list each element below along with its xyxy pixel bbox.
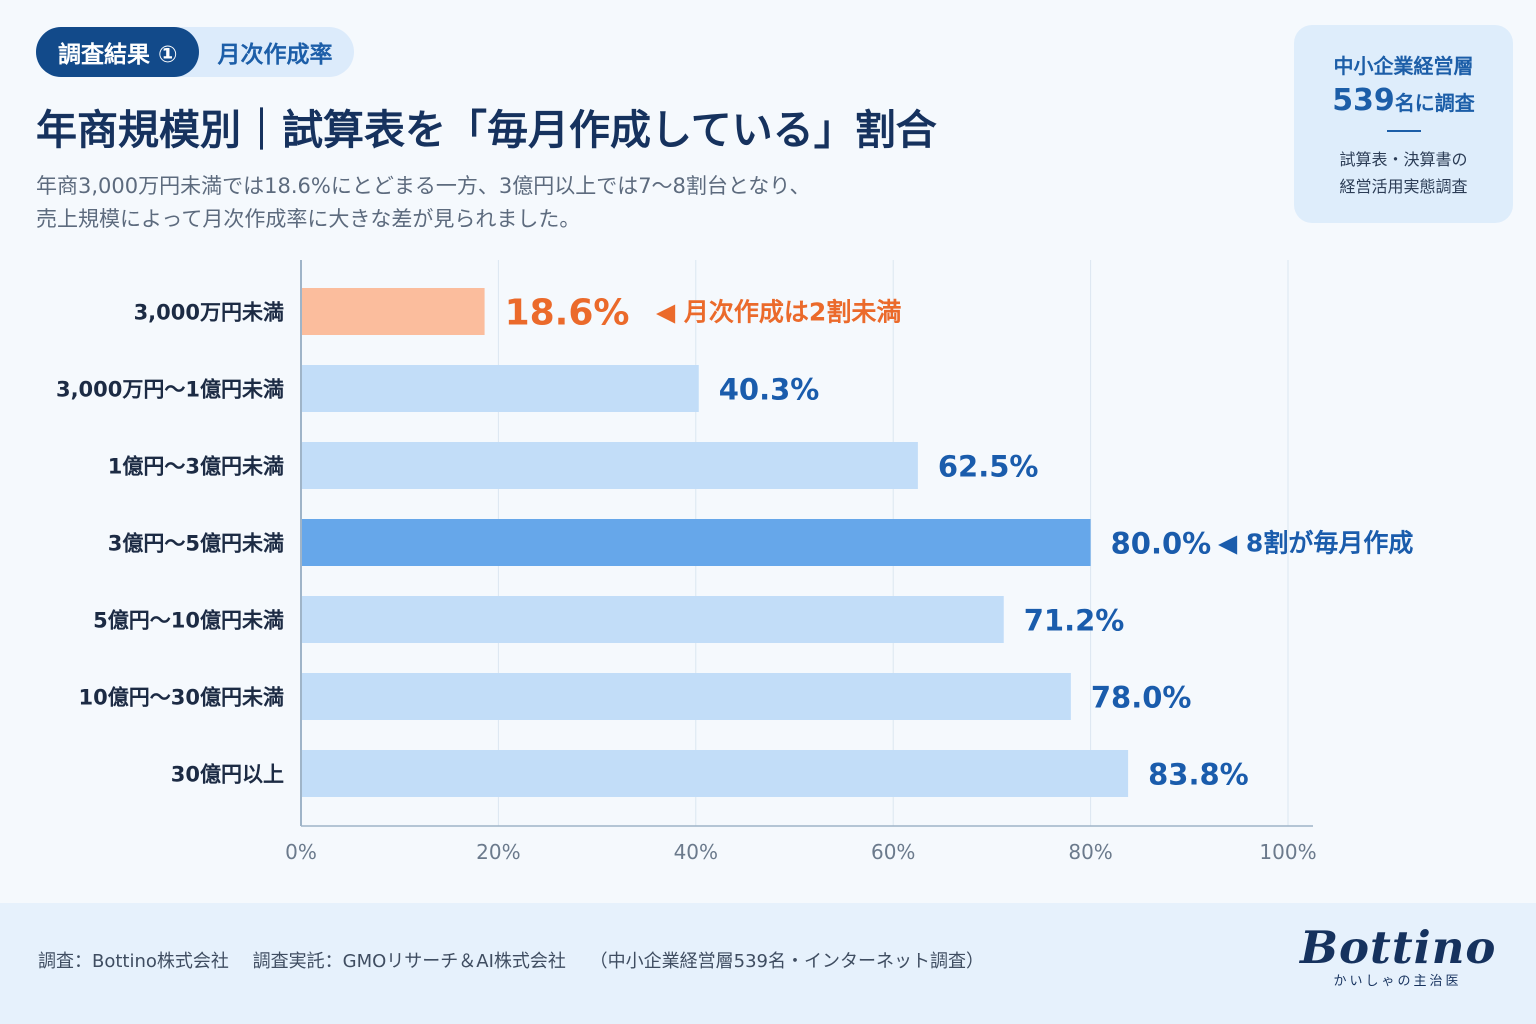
category-label: 3億円〜5億円未満 [108, 532, 284, 556]
x-tick-label: 60% [871, 840, 915, 864]
logo-wordmark: Bottino [1300, 921, 1497, 974]
category-label: 30億円以上 [171, 763, 284, 787]
data-label: 80.0% [1111, 527, 1212, 561]
x-tick-label: 100% [1259, 840, 1316, 864]
survey-count-suffix: 名に調査 [1394, 91, 1475, 115]
category-label: 3,000万円〜1億円未満 [56, 378, 284, 402]
bar [302, 673, 1071, 720]
survey-info-card: 中小企業経営層 539名に調査 試算表・決算書の 経営活用実態調査 [1294, 25, 1513, 223]
badge-label: 調査結果 ① [36, 27, 200, 77]
data-label: 71.2% [1024, 604, 1125, 638]
page-title: 年商規模別｜試算表を「毎月作成している」割合 [36, 106, 937, 154]
page-subtitle: 年商3,000万円未満では18.6%にとどまる一方、3億円以上では7〜8割台とな… [36, 170, 810, 236]
bar [302, 750, 1129, 797]
bar [302, 596, 1004, 643]
footer: 調査：Bottino株式会社 調査実託：GMOリサーチ＆AI株式会社 （中小企業… [0, 903, 1536, 1024]
category-label: 10億円〜30億円未満 [79, 686, 284, 710]
x-tick-label: 20% [476, 840, 520, 864]
bar [302, 365, 699, 412]
x-tick-label: 80% [1068, 840, 1112, 864]
data-label: 83.8% [1148, 758, 1249, 792]
footer-survey: 調査：Bottino株式会社 [38, 951, 229, 972]
footer-contractor: 調査実託：GMOリサーチ＆AI株式会社 [252, 951, 566, 972]
survey-target: 中小企業経営層 [1333, 54, 1474, 78]
annotation-note: ◀ 月次作成は2割未満 [656, 298, 901, 327]
logo-tagline: かいしゃの主治医 [1333, 974, 1462, 989]
x-tick-label: 40% [674, 840, 718, 864]
category-label: 5億円〜10億円未満 [93, 609, 284, 633]
x-tick-label: 0% [285, 840, 317, 864]
subtitle-line-2: 売上規模によって月次作成率に大きな差が見られました。 [36, 207, 581, 231]
survey-theme-line-2: 経営活用実態調査 [1339, 177, 1468, 196]
data-label: 78.0% [1091, 681, 1192, 715]
subtitle-line-1: 年商3,000万円未満では18.6%にとどまる一方、3億円以上では7〜8割台とな… [36, 174, 811, 198]
survey-count: 539名に調査 [1294, 83, 1513, 118]
data-label: 62.5% [938, 450, 1039, 484]
card-divider [1386, 130, 1421, 132]
section-badge: 調査結果 ① 月次作成率 [36, 27, 355, 77]
survey-count-number: 539 [1332, 83, 1395, 118]
footer-note: （中小企業経営層539名・インターネット調査） [589, 951, 985, 972]
category-label: 3,000万円未満 [134, 301, 284, 325]
badge-topic: 月次作成率 [217, 42, 333, 68]
survey-theme-line-1: 試算表・決算書の [1339, 150, 1468, 169]
data-label: 40.3% [719, 373, 820, 407]
footer-credits: 調査：Bottino株式会社 調査実託：GMOリサーチ＆AI株式会社 （中小企業… [38, 947, 1002, 973]
data-label: 18.6% [505, 293, 630, 334]
category-label: 1億円〜3億円未満 [108, 455, 284, 479]
bar [302, 519, 1091, 566]
annotation-note: ◀ 8割が毎月作成 [1218, 529, 1413, 558]
bar [302, 442, 918, 489]
brand-logo: Bottino かいしゃの主治医 [1300, 921, 1495, 989]
bar-chart: 0% 20% 40% 60% 80% 100% 3,000万円未満 18.6% 3,000万円〜… [56, 260, 1413, 864]
bar [302, 288, 485, 335]
